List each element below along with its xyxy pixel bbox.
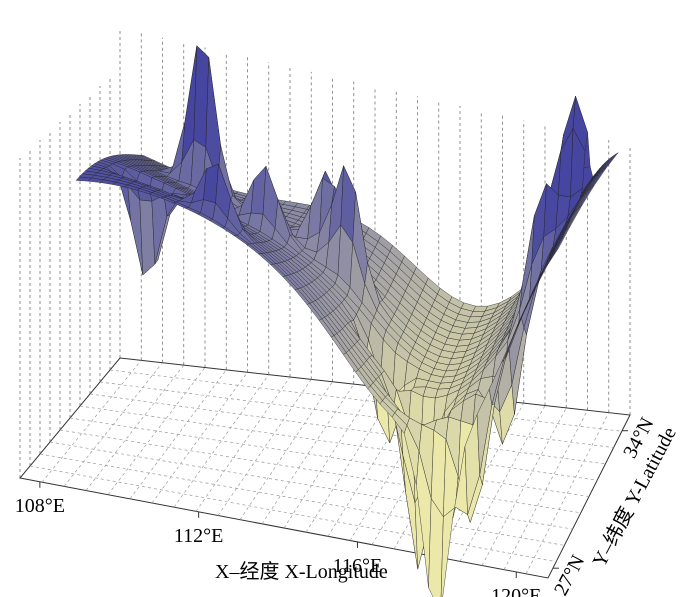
surface-cell [549, 232, 565, 261]
floor-grid [39, 453, 565, 546]
floor-grid [109, 369, 622, 432]
floor-grid [437, 402, 525, 558]
floor-grid [261, 383, 355, 525]
floor-grid [85, 364, 185, 491]
surface [75, 45, 619, 597]
floor-grid [349, 393, 440, 541]
floor-grid [49, 441, 573, 530]
floor-grid [239, 381, 333, 520]
floor-grid [107, 367, 206, 495]
x-tick-label: 120°E [491, 585, 541, 597]
floor-grid [29, 465, 557, 563]
floor-grid [99, 381, 614, 448]
x-tick-label: 112°E [174, 525, 223, 547]
x-tick-label: 108°E [15, 495, 65, 517]
floor [19, 357, 631, 579]
x-axis-title: X–经度 X-Longitude [215, 560, 388, 583]
x-tick-label: 116°E [333, 555, 382, 577]
floor-grid [151, 372, 248, 504]
floor-grid [283, 386, 376, 529]
surface-cell [428, 497, 444, 597]
floor-grid [525, 412, 610, 574]
floor-grid [59, 429, 581, 514]
floor-grid [89, 393, 606, 465]
floor-grid [41, 360, 142, 483]
floor-plane [19, 357, 631, 579]
